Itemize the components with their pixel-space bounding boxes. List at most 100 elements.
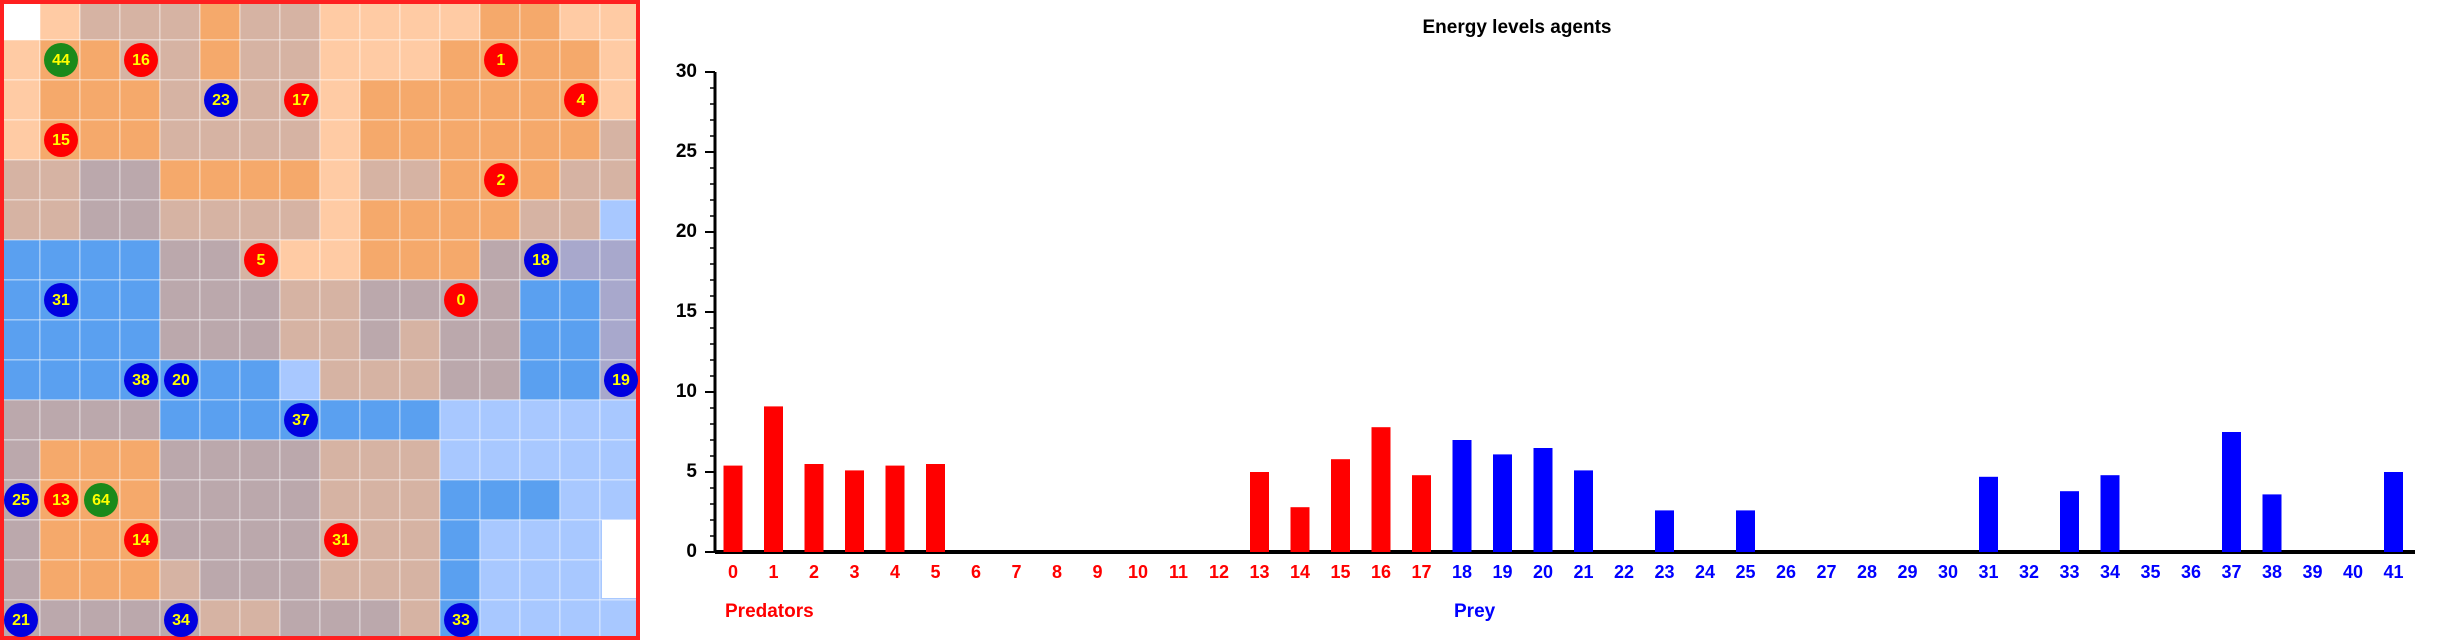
grid-cell bbox=[599, 279, 641, 321]
grid-cell bbox=[439, 0, 481, 41]
grid-cell bbox=[159, 559, 201, 601]
y-tick-label: 0 bbox=[686, 541, 697, 562]
grid-cell bbox=[279, 359, 321, 401]
bar bbox=[1250, 472, 1269, 552]
grid-cell bbox=[399, 199, 441, 241]
grid-cell bbox=[79, 0, 121, 41]
x-tick-label: 31 bbox=[1978, 562, 1998, 582]
x-tick-label: 17 bbox=[1411, 562, 1431, 582]
x-tick-label: 33 bbox=[2059, 562, 2079, 582]
bar bbox=[723, 465, 743, 552]
bar bbox=[845, 470, 864, 552]
grid-cell bbox=[359, 479, 401, 521]
x-tick-label: 41 bbox=[2383, 562, 2403, 582]
x-tick-label: 32 bbox=[2019, 562, 2039, 582]
bar bbox=[2100, 475, 2120, 552]
grid-cell bbox=[79, 559, 121, 601]
grid-cell bbox=[119, 439, 161, 481]
grid-cell bbox=[399, 279, 441, 321]
grid-cell bbox=[0, 319, 41, 361]
grid-cell bbox=[0, 279, 41, 321]
grid-cell bbox=[479, 479, 521, 521]
grid-cell bbox=[399, 399, 441, 441]
agent bbox=[484, 43, 518, 77]
grid-cell bbox=[519, 519, 561, 561]
agent-label: 4 bbox=[577, 92, 586, 109]
x-tick-label: 6 bbox=[971, 562, 981, 582]
legend-label: Predators bbox=[725, 601, 814, 622]
grid-cell bbox=[439, 79, 481, 121]
agent-label: 38 bbox=[132, 372, 150, 389]
agent-label: 34 bbox=[172, 612, 190, 629]
x-tick-label: 39 bbox=[2302, 562, 2322, 582]
grid-cell bbox=[519, 559, 561, 601]
grid-cell bbox=[559, 439, 601, 481]
grid-cell bbox=[359, 559, 401, 601]
grid-cell bbox=[239, 319, 281, 361]
grid-cell bbox=[0, 79, 41, 121]
grid-cell bbox=[399, 319, 441, 361]
grid-cell bbox=[159, 159, 201, 201]
grid-cell bbox=[559, 399, 601, 441]
grid-cell bbox=[559, 239, 601, 281]
agent-label: 18 bbox=[532, 252, 550, 269]
grid-cell bbox=[399, 519, 441, 561]
agent bbox=[284, 83, 318, 117]
grid-cell bbox=[0, 239, 41, 281]
grid-cell bbox=[439, 359, 481, 401]
grid-cell bbox=[119, 399, 161, 441]
bar bbox=[1574, 470, 1593, 552]
grid-cell bbox=[319, 279, 361, 321]
x-tick-label: 1 bbox=[768, 562, 778, 582]
grid-cell bbox=[279, 559, 321, 601]
grid-cell bbox=[239, 479, 281, 521]
grid-cell bbox=[39, 239, 81, 281]
grid-cell bbox=[439, 239, 481, 281]
grid-cell bbox=[279, 199, 321, 241]
agent bbox=[444, 603, 478, 637]
grid-cell bbox=[479, 359, 521, 401]
grid-cell bbox=[279, 239, 321, 281]
bar bbox=[1331, 459, 1350, 552]
grid-cell bbox=[39, 599, 81, 640]
grid-cell bbox=[399, 439, 441, 481]
grid-cell bbox=[479, 319, 521, 361]
x-tick-label: 7 bbox=[1011, 562, 1021, 582]
agent-label: 14 bbox=[132, 532, 150, 549]
x-tick-label: 3 bbox=[849, 562, 859, 582]
grid-cell bbox=[359, 199, 401, 241]
x-tick-label: 16 bbox=[1371, 562, 1391, 582]
grid-cell bbox=[399, 159, 441, 201]
bar bbox=[1533, 448, 1553, 552]
grid-cell bbox=[79, 79, 121, 121]
agent-label: 20 bbox=[172, 372, 190, 389]
grid-cell bbox=[0, 359, 41, 401]
agent-label: 33 bbox=[452, 612, 470, 629]
grid-cell bbox=[319, 479, 361, 521]
grid-cell bbox=[279, 479, 321, 521]
grid-cell bbox=[319, 399, 361, 441]
grid-cell bbox=[279, 159, 321, 201]
agent bbox=[4, 603, 38, 637]
x-tick-label: 23 bbox=[1654, 562, 1674, 582]
grid-cell bbox=[519, 279, 561, 321]
grid-cell bbox=[39, 359, 81, 401]
grid-cell bbox=[479, 439, 521, 481]
grid-cell bbox=[199, 159, 241, 201]
grid-cell bbox=[439, 519, 481, 561]
grid-cell bbox=[319, 319, 361, 361]
agent-label: 25 bbox=[12, 492, 30, 509]
grid-cell bbox=[359, 79, 401, 121]
x-tick-label: 10 bbox=[1128, 562, 1148, 582]
grid-cell bbox=[159, 479, 201, 521]
grid-cell bbox=[159, 399, 201, 441]
grid-border bbox=[0, 0, 640, 640]
grid-cell bbox=[559, 39, 601, 81]
grid-cell bbox=[559, 359, 601, 401]
grid-cell bbox=[319, 0, 361, 41]
grid-cell bbox=[479, 399, 521, 441]
bar bbox=[764, 406, 783, 552]
grid-cell bbox=[239, 559, 281, 601]
grid-cell bbox=[439, 119, 481, 161]
grid-cell bbox=[599, 119, 641, 161]
